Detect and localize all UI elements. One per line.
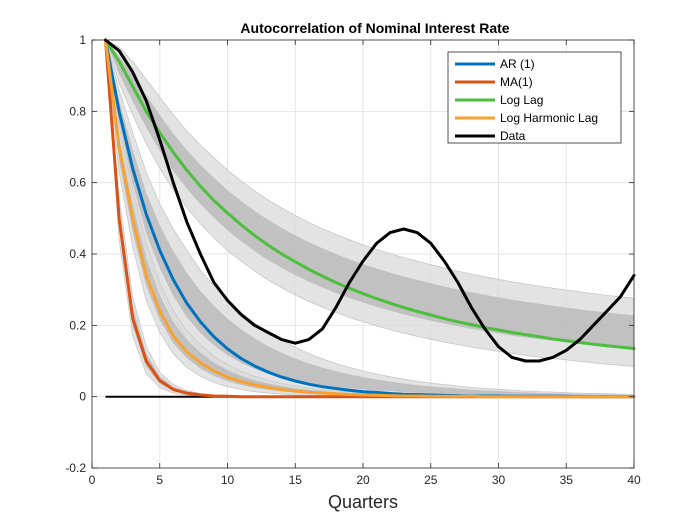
x-tick-label: 15	[289, 473, 303, 487]
x-tick-label: 35	[560, 473, 574, 487]
series-line-log-harmonic-lag	[104, 38, 636, 399]
legend-label-log-harmonic-lag: Log Harmonic Lag	[500, 111, 598, 125]
legend: AR (1) MA(1) Log Lag Log Harmonic Lag Data	[447, 51, 622, 144]
x-tick-label: 5	[156, 473, 163, 487]
y-tick-label: 1	[79, 33, 86, 47]
x-tick-label: 20	[356, 473, 370, 487]
y-tick-label: 0.2	[69, 318, 86, 332]
legend-entries: AR (1) MA(1) Log Lag Log Harmonic Lag Data	[455, 57, 598, 143]
legend-box	[447, 51, 622, 144]
y-tick-label: 0.6	[69, 176, 86, 190]
tick-layer: 0 5 10 15 20 25 30 35 40-0.200.20.40.60.81	[65, 33, 641, 487]
series-lines	[104, 38, 636, 399]
x-tick-label: 0	[89, 473, 96, 487]
legend-label-ma-1: MA(1)	[500, 75, 533, 89]
y-tick-label: 0.4	[69, 247, 86, 261]
x-tick-label: 10	[221, 473, 235, 487]
y-tick-label: 0	[79, 390, 86, 404]
legend-label-log-lag: Log Lag	[500, 93, 543, 107]
x-tick-label: 25	[424, 473, 438, 487]
x-tick-label: 40	[627, 473, 641, 487]
confidence-band-inner	[105, 40, 634, 350]
band-edge-line	[105, 39, 635, 299]
legend-label-data: Data	[500, 129, 526, 143]
y-tick-label: 0.8	[69, 104, 86, 118]
confidence-band-outer	[105, 40, 634, 367]
series-line-log-lag	[104, 38, 636, 350]
chart-title: Autocorrelation of Nominal Interest Rate	[240, 20, 509, 36]
series-line-data	[104, 38, 636, 363]
legend-label-ar-1: AR (1)	[500, 57, 535, 71]
x-axis-title: Quarters	[328, 492, 398, 512]
y-tick-label: -0.2	[65, 461, 86, 475]
x-tick-label: 30	[492, 473, 506, 487]
band-edge-line	[105, 39, 635, 395]
